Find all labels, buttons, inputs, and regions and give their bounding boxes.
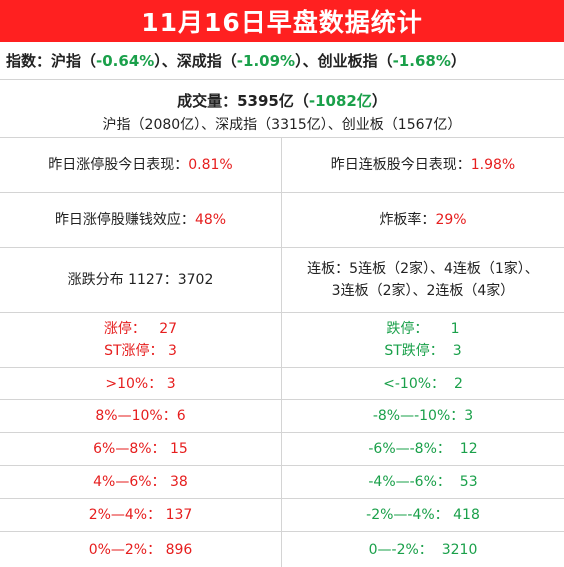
range-row: 0%—2%： 896 0—-2%： 3210 bbox=[0, 532, 564, 567]
index-suffix: ） bbox=[450, 52, 466, 70]
limit-down-value: 1 bbox=[450, 321, 460, 337]
range-row: >10%： 3 <-10%： 2 bbox=[0, 368, 564, 400]
range-down-cell: -6%—-8%： 12 bbox=[282, 433, 564, 465]
yesterday-limit-up-label: 昨日涨停股今日表现： bbox=[48, 157, 189, 173]
yesterday-consecutive-cell: 昨日连板股今日表现： 1.98% bbox=[282, 138, 564, 192]
limit-down-line: 跌停： 1 bbox=[386, 318, 459, 340]
volume-suffix: ） bbox=[371, 92, 387, 110]
range-up-value: 137 bbox=[165, 507, 193, 523]
range-down-value: 3 bbox=[464, 408, 474, 424]
limit-up-cell: 涨停： 27 ST涨停： 3 bbox=[0, 313, 282, 367]
range-up-cell: 2%—4%： 137 bbox=[0, 499, 282, 531]
limit-down-label: 跌停： bbox=[386, 321, 429, 337]
profit-effect-value: 48% bbox=[194, 212, 227, 228]
range-row: 8%—10%： 6 -8%—-10%： 3 bbox=[0, 400, 564, 433]
range-up-label: 2%—4%： bbox=[88, 507, 162, 523]
range-down-label: 0—-2%： bbox=[368, 541, 433, 558]
range-down-cell: <-10%： 2 bbox=[282, 368, 564, 399]
profit-effect-label: 昨日涨停股赚钱效应： bbox=[54, 212, 195, 228]
range-up-value: 6 bbox=[176, 408, 186, 424]
limit-down-cell: 跌停： 1 ST跌停： 3 bbox=[282, 313, 564, 367]
yesterday-consecutive-value: 1.98% bbox=[470, 157, 516, 173]
range-down-cell: -4%—-6%： 53 bbox=[282, 466, 564, 498]
range-down-label: -4%—-6%： bbox=[368, 474, 451, 490]
index-summary: 指数：沪指（ -0.64% ）、深成指（ -1.09% ）、创业板指（ -1.6… bbox=[0, 42, 564, 80]
range-up-value: 3 bbox=[166, 375, 176, 392]
distribution-label: 涨跌分布 1127：3702 bbox=[67, 272, 214, 288]
index-sep-2: ）、创业板指（ bbox=[295, 52, 393, 70]
range-up-cell: 6%—8%： 15 bbox=[0, 433, 282, 465]
range-down-cell: -8%—-10%： 3 bbox=[282, 400, 564, 432]
range-up-cell: >10%： 3 bbox=[0, 368, 282, 399]
break-rate-label: 炸板率： bbox=[379, 212, 436, 228]
index-prefix: 指数：沪指（ bbox=[6, 52, 97, 70]
range-down-value: 12 bbox=[459, 441, 478, 457]
st-limit-up-value: 3 bbox=[167, 343, 177, 359]
range-up-label: 0%—2%： bbox=[88, 541, 162, 558]
range-down-value: 2 bbox=[453, 375, 463, 392]
sh-index-change: -0.64% bbox=[96, 51, 155, 70]
range-down-cell: 0—-2%： 3210 bbox=[282, 532, 564, 567]
range-down-value: 3210 bbox=[441, 541, 478, 558]
st-limit-down-line: ST跌停： 3 bbox=[384, 340, 461, 362]
range-down-label: -2%—-4%： bbox=[366, 507, 449, 523]
range-down-label: -8%—-10%： bbox=[372, 408, 465, 424]
range-row: 4%—6%： 38 -4%—-6%： 53 bbox=[0, 466, 564, 499]
profit-effect-cell: 昨日涨停股赚钱效应： 48% bbox=[0, 193, 282, 247]
consecutive-boards-cell: 连板：5连板（2家）、4连板（1家）、 3连板（2家）、2连板（4家） bbox=[282, 248, 564, 312]
distribution-row: 涨跌分布 1127：3702 连板：5连板（2家）、4连板（1家）、 3连板（2… bbox=[0, 248, 564, 313]
range-up-cell: 8%—10%： 6 bbox=[0, 400, 282, 432]
page-title: 11月16日早盘数据统计 bbox=[141, 8, 423, 37]
range-up-value: 15 bbox=[170, 441, 188, 457]
st-limit-up-line: ST涨停： 3 bbox=[104, 340, 177, 362]
distribution-cell: 涨跌分布 1127：3702 bbox=[0, 248, 282, 312]
break-rate-value: 29% bbox=[435, 212, 467, 228]
range-down-label: <-10%： bbox=[383, 375, 446, 392]
title-bar: 11月16日早盘数据统计 bbox=[0, 0, 564, 42]
range-up-cell: 0%—2%： 896 bbox=[0, 532, 282, 567]
range-down-cell: -2%—-4%： 418 bbox=[282, 499, 564, 531]
yesterday-limit-up-cell: 昨日涨停股今日表现： 0.81% bbox=[0, 138, 282, 192]
consecutive-boards-line-2: 3连板（2家）、2连板（4家） bbox=[331, 283, 515, 299]
st-limit-up-label: ST涨停： bbox=[104, 343, 164, 359]
cyb-index-change: -1.68% bbox=[392, 51, 451, 70]
volume-total: 成交量：5395亿（-1082亿） bbox=[0, 90, 564, 111]
yesterday-consecutive-label: 昨日连板股今日表现： bbox=[330, 157, 471, 173]
limit-up-value: 27 bbox=[159, 321, 178, 337]
range-down-value: 53 bbox=[459, 474, 478, 490]
index-sep-1: ）、深成指（ bbox=[154, 52, 237, 70]
limit-row: 涨停： 27 ST涨停： 3 跌停： 1 ST跌停： 3 bbox=[0, 313, 564, 368]
range-up-value: 38 bbox=[170, 474, 188, 490]
volume-breakdown: 沪指（2080亿）、深成指（3315亿）、创业板（1567亿） bbox=[102, 117, 462, 133]
sz-index-change: -1.09% bbox=[236, 51, 296, 70]
range-up-label: 8%—10%： bbox=[95, 408, 177, 424]
limit-up-line: 涨停： 27 bbox=[104, 318, 177, 340]
st-limit-down-value: 3 bbox=[452, 343, 462, 359]
range-row: 2%—4%： 137 -2%—-4%： 418 bbox=[0, 499, 564, 532]
performance-row: 昨日涨停股今日表现： 0.81% 昨日连板股今日表现： 1.98% bbox=[0, 138, 564, 193]
range-row: 6%—8%： 15 -6%—-8%： 12 bbox=[0, 433, 564, 466]
volume-change: -1082亿 bbox=[308, 92, 372, 110]
range-up-label: 6%—8%： bbox=[93, 441, 166, 457]
volume-summary: 成交量：5395亿（-1082亿） 沪指（2080亿）、深成指（3315亿）、创… bbox=[0, 80, 564, 138]
range-down-label: -6%—-8%： bbox=[368, 441, 451, 457]
range-up-value: 896 bbox=[165, 541, 193, 558]
range-up-label: >10%： bbox=[105, 375, 163, 392]
break-rate-cell: 炸板率： 29% bbox=[282, 193, 564, 247]
limit-up-label: 涨停： bbox=[103, 321, 146, 337]
range-up-cell: 4%—6%： 38 bbox=[0, 466, 282, 498]
consecutive-boards-line-1: 连板：5连板（2家）、4连板（1家）、 bbox=[307, 261, 539, 277]
volume-prefix: 成交量：5395亿（ bbox=[177, 92, 309, 110]
effect-row: 昨日涨停股赚钱效应： 48% 炸板率： 29% bbox=[0, 193, 564, 248]
yesterday-limit-up-value: 0.81% bbox=[188, 157, 233, 173]
range-down-value: 418 bbox=[453, 507, 480, 523]
st-limit-down-label: ST跌停： bbox=[384, 343, 444, 359]
range-up-label: 4%—6%： bbox=[93, 474, 166, 490]
